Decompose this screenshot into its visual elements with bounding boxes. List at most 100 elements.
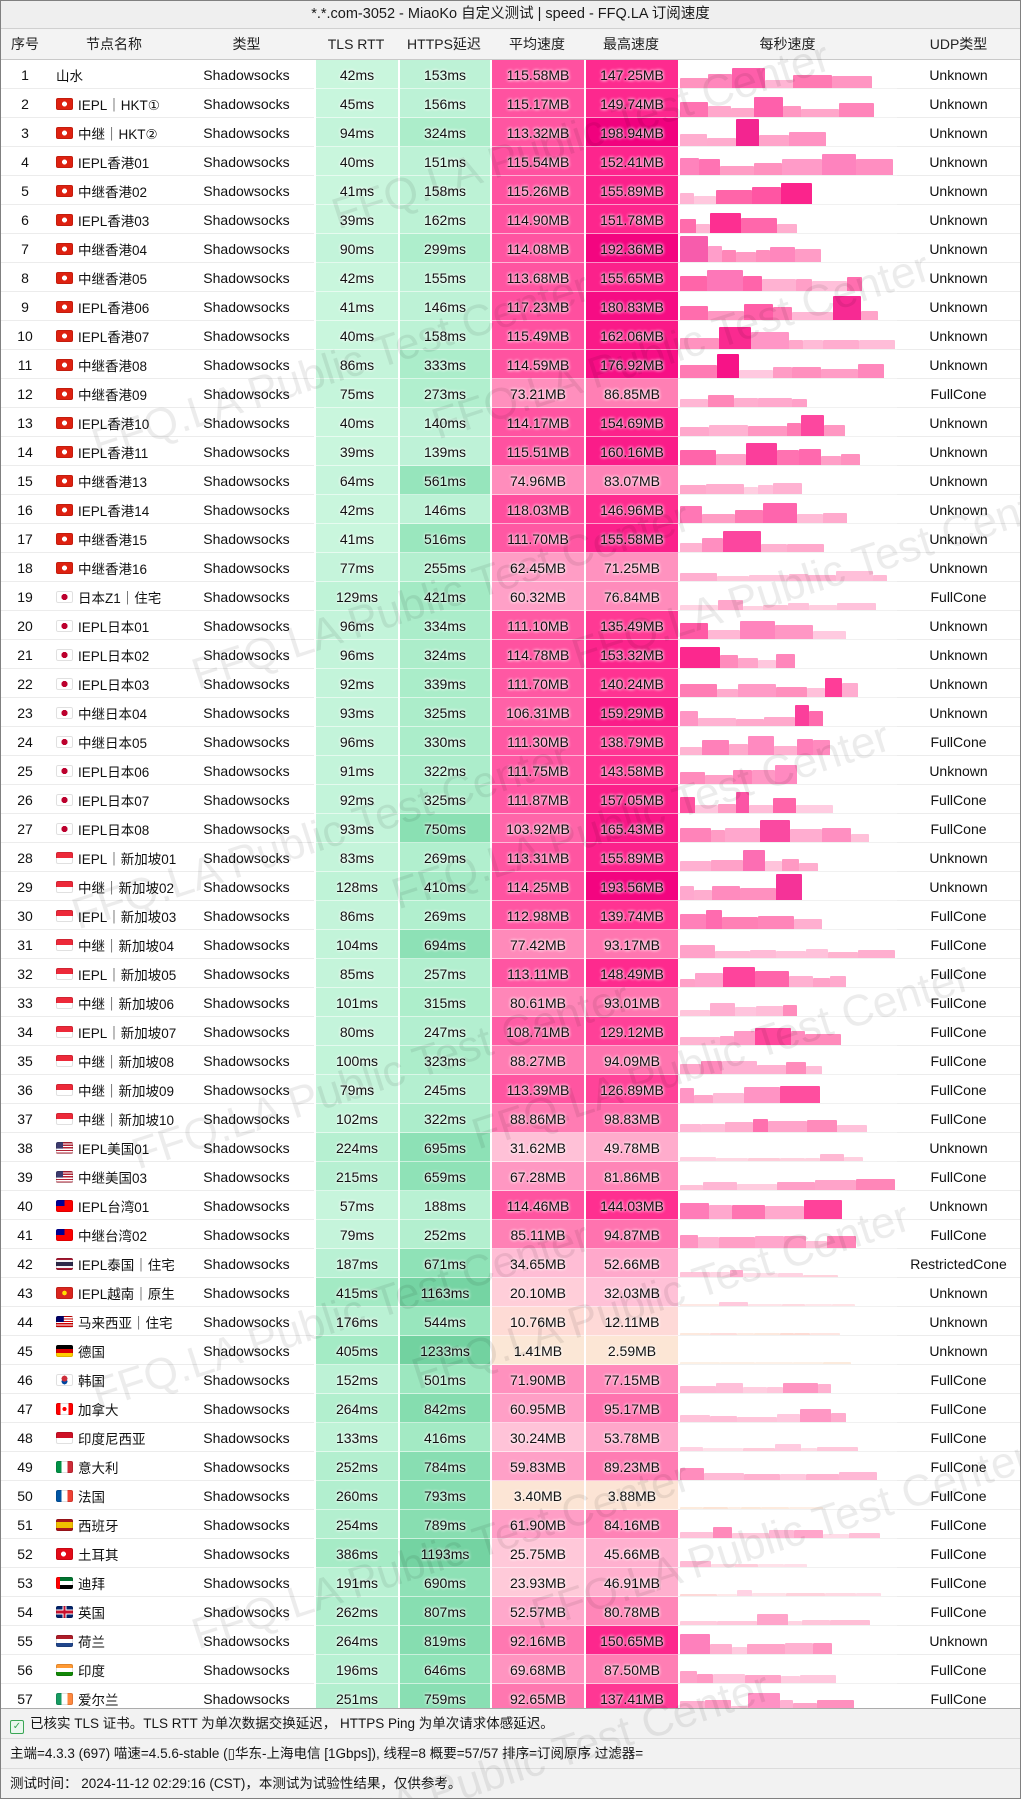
tr-flag-icon [56,1547,73,1560]
https-latency-cell: 156ms [398,89,490,118]
speed-bar [793,1703,818,1712]
speed-bar [729,744,748,755]
node-name-label: 中继香港09 [78,387,148,403]
speed-bar [755,250,771,262]
udp-type-cell: Unknown [897,1336,1020,1365]
speed-bar [680,623,708,639]
speed-bar [708,1204,733,1219]
speed-bar [858,364,884,378]
speed-bar [828,951,859,958]
avg-speed-cell: 115.54MB [490,147,584,176]
node-name-label: IEPL香港11 [78,445,149,461]
speed-bar [794,1333,810,1335]
speed-bar [729,1269,744,1277]
table-row: 2 IEPL｜HKT① Shadowsocks 45ms 156ms 115.17MB 14… [1,89,1020,118]
row-number-cell: 45 [1,1336,49,1365]
node-name-label: IEPL香港01 [78,155,150,171]
max-speed-cell: 53.78MB [584,1423,678,1452]
footer-config-line: 主端=4.3.3 (697) 喵速=4.5.6-stable (▯华东-上海电信… [1,1738,1020,1768]
speed-bar [732,68,765,88]
speed-bar [823,1533,849,1538]
tls-rtt-cell: 187ms [314,1249,398,1278]
node-name-label: 中继香港13 [78,474,148,490]
speed-bar [680,684,717,697]
speed-bar [702,513,736,523]
node-name-cell: 中继香港13 [49,466,179,495]
node-name-cell: 中继香港15 [49,524,179,553]
speed-bar [680,276,708,291]
node-name-cell: 爱尔兰 [49,1684,179,1713]
sg-flag-icon [56,967,73,980]
https-latency-cell: 188ms [398,1191,490,1220]
https-latency-cell: 273ms [398,379,490,408]
node-name-cell: 韩国 [49,1365,179,1394]
speed-bar [824,678,842,697]
avg-speed-cell: 92.16MB [490,1626,584,1655]
table-row: 21 IEPL日本02 Shadowsocks 96ms 324ms 114.78MB 15… [1,640,1020,669]
speed-bar [732,770,752,784]
row-number-cell: 31 [1,930,49,959]
speed-bar [812,977,830,987]
sg-flag-icon [56,909,73,922]
node-name-cell: 德国 [49,1336,179,1365]
type-cell: Shadowsocks [179,1481,314,1510]
avg-speed-cell: 114.90MB [490,205,584,234]
speed-bar [838,1471,878,1480]
speed-bar [709,1333,737,1335]
row-number-cell: 33 [1,988,49,1017]
speed-bar [716,189,752,204]
hk-flag-icon [56,561,73,574]
speed-bar [758,485,773,494]
tls-rtt-cell: 41ms [314,292,398,321]
speed-bar [764,79,793,88]
node-name-cell: IEPL香港14 [49,495,179,524]
row-number-cell: 50 [1,1481,49,1510]
speed-bar [856,1178,895,1190]
avg-speed-cell: 103.92MB [490,814,584,843]
node-name-label: 中继｜新加坡08 [78,1054,175,1070]
table-row: 32 IEPL｜新加坡05 Shadowsocks 85ms 257ms 113.11MB… [1,959,1020,988]
per-second-speed-bars [678,292,897,321]
speed-bar [743,304,773,320]
speed-bar [715,951,751,958]
avg-speed-cell: 113.31MB [490,843,584,872]
jp-flag-icon [56,793,73,806]
row-number-cell: 47 [1,1394,49,1423]
max-speed-cell: 155.65MB [584,263,678,292]
row-number-cell: 19 [1,582,49,611]
speed-bar [680,1087,695,1103]
row-number-cell: 2 [1,89,49,118]
speed-bar [812,280,848,291]
per-second-speed-bars [678,89,897,118]
per-second-speed-bars [678,872,897,901]
max-speed-cell: 149.74MB [584,89,678,118]
speed-bar [716,1620,758,1625]
per-second-speed-bars [678,756,897,785]
speed-bar [761,279,797,291]
sg-flag-icon [56,1054,73,1067]
row-number-cell: 53 [1,1568,49,1597]
udp-type-cell: Unknown [897,640,1020,669]
node-name-label: 意大利 [78,1460,119,1476]
speed-bar [696,224,711,233]
row-number-cell: 52 [1,1539,49,1568]
hk-flag-icon [56,213,73,226]
https-latency-cell: 1193ms [398,1539,490,1568]
node-name-cell: 中继｜新加坡04 [49,930,179,959]
avg-speed-cell: 73.21MB [490,379,584,408]
node-name-cell: 土耳其 [49,1539,179,1568]
tls-rtt-cell: 93ms [314,814,398,843]
speed-bar [680,747,703,755]
speed-bar [783,1563,808,1567]
udp-type-cell: Unknown [897,176,1020,205]
speed-bar [736,718,764,726]
tls-rtt-cell: 264ms [314,1394,398,1423]
udp-type-cell: Unknown [897,698,1020,727]
speed-bar [704,1472,744,1480]
type-cell: Shadowsocks [179,118,314,147]
sg-flag-icon [56,1025,73,1038]
row-number-cell: 34 [1,1017,49,1046]
https-latency-cell: 299ms [398,234,490,263]
https-latency-cell: 322ms [398,756,490,785]
